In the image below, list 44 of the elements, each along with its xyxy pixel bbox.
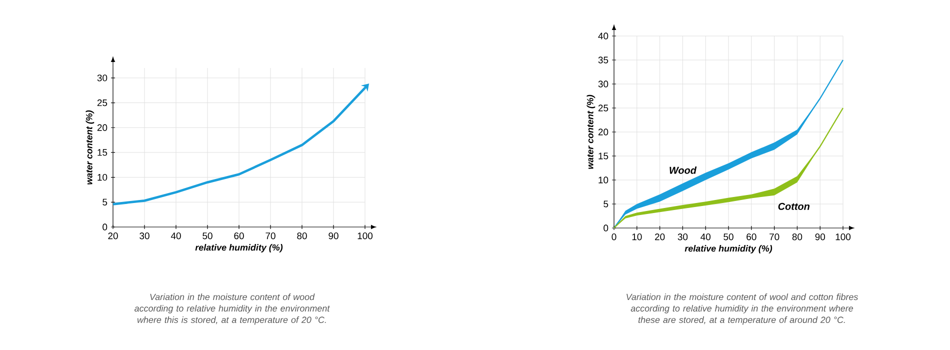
y-tick-label: 25: [598, 104, 608, 112]
x-tick-label: 100: [358, 232, 373, 240]
y-tick-label: 0: [604, 224, 608, 232]
text: Variation in the moisture content of wool and cotton fibres according to relative humidity in the environment where these are stored, at a temperature of around 20 °C.: [626, 294, 858, 325]
x-tick-label: 80: [297, 232, 307, 240]
x-tick-label: 60: [746, 234, 756, 240]
x-tick-label: 90: [328, 232, 338, 240]
x-tick-label: 60: [234, 232, 244, 240]
x-tick-label: 30: [678, 234, 688, 240]
series-label: Cotton: [778, 202, 810, 210]
text: Variation in the moisture content of wood according to relative humidity in the environment where this is stored, at a temperature of 20 °C.: [134, 294, 330, 325]
x-tick-label: 50: [202, 232, 212, 240]
y-tick-label: 20: [97, 124, 108, 131]
x-tick-label: 50: [724, 234, 734, 240]
x-axis-title: relative humidity (%): [684, 245, 772, 254]
x-tick-label: 90: [815, 234, 825, 240]
y-tick-label: 30: [97, 74, 108, 82]
x-tick-label: 10: [632, 234, 642, 240]
y-tick-label: 25: [97, 99, 108, 106]
y-tick-label: 20: [598, 128, 608, 136]
x-tick-label: 20: [655, 234, 665, 240]
series-label: Wood: [670, 166, 697, 174]
y-tick-label: 35: [598, 56, 608, 64]
x-tick-label: 70: [266, 232, 276, 240]
y-tick-label: 5: [102, 198, 108, 206]
y-tick-label: 15: [98, 149, 108, 156]
x-axis-title: relative humidity (%): [195, 244, 283, 252]
y-tick-label: 10: [98, 174, 108, 181]
x-tick-label: 20: [108, 232, 118, 240]
y-tick-label: 15: [598, 152, 608, 160]
y-tick-label: 0: [102, 224, 108, 230]
y-tick-label: 10: [598, 176, 608, 184]
x-tick-label: 40: [170, 232, 181, 240]
y-axis-title: water content (%): [586, 94, 596, 169]
x-tick-label: 40: [700, 234, 710, 240]
x-tick-label: 70: [770, 234, 780, 240]
y-tick-label: 30: [598, 80, 608, 88]
x-tick-label: 100: [836, 234, 851, 240]
y-tick-label: 5: [604, 200, 608, 208]
x-tick-label: 0: [612, 234, 616, 240]
x-tick-label: 30: [140, 232, 150, 240]
x-tick-label: 80: [792, 234, 802, 240]
y-tick-label: 40: [598, 32, 608, 40]
y-axis-title: water content (%): [86, 110, 94, 184]
